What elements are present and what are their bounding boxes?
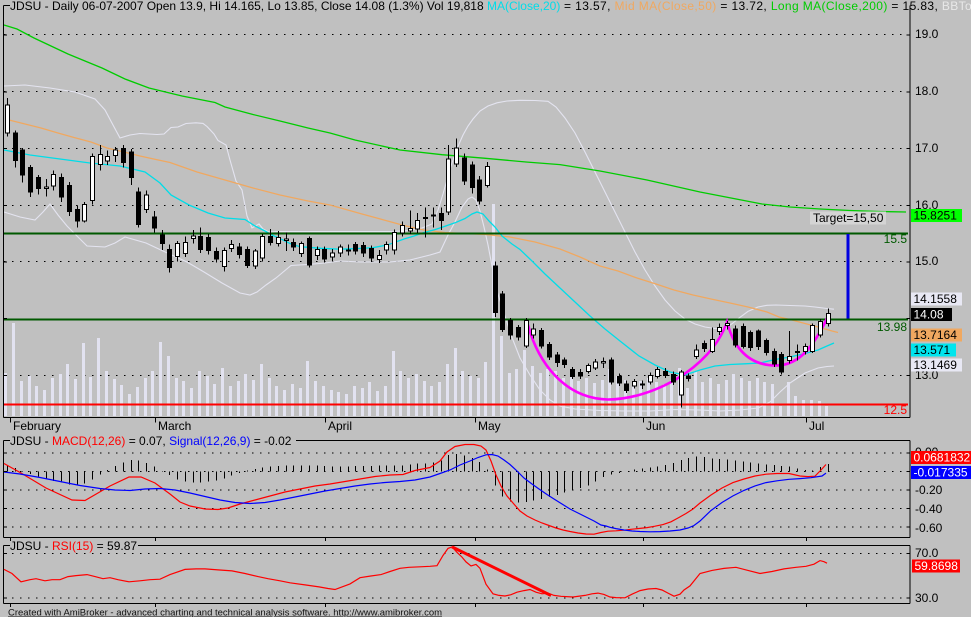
svg-text:JDSU - RSI(15) = 59.87: JDSU - RSI(15) = 59.87 xyxy=(10,539,137,553)
svg-text:19.0: 19.0 xyxy=(915,27,939,41)
svg-text:May: May xyxy=(478,419,501,433)
svg-text:13.571: 13.571 xyxy=(914,343,951,357)
svg-text:JDSU - MACD(12,26) = 0.07, Sig: JDSU - MACD(12,26) = 0.07, Signal(12,26,… xyxy=(10,434,292,448)
svg-text:17.0: 17.0 xyxy=(915,141,939,155)
svg-text:-0.60: -0.60 xyxy=(915,521,943,535)
svg-text:16.0: 16.0 xyxy=(915,198,939,212)
svg-text:Target=15,50: Target=15,50 xyxy=(813,211,884,225)
svg-text:15.0: 15.0 xyxy=(915,254,939,268)
svg-text:12.5: 12.5 xyxy=(884,403,908,417)
svg-text:0.0681832: 0.0681832 xyxy=(914,451,971,465)
svg-text:70.0: 70.0 xyxy=(915,546,939,560)
svg-text:15.8251: 15.8251 xyxy=(914,209,958,223)
svg-text:-0.40: -0.40 xyxy=(915,502,943,516)
svg-text:JDSU - Daily 06-07-2007 Open 1: JDSU - Daily 06-07-2007 Open 13.9, Hi 14… xyxy=(10,0,971,13)
svg-text:13.98: 13.98 xyxy=(877,320,907,334)
svg-text:13.1469: 13.1469 xyxy=(914,358,958,372)
svg-text:-0.017335: -0.017335 xyxy=(914,466,968,480)
svg-text:15.5: 15.5 xyxy=(884,232,908,246)
svg-text:April: April xyxy=(328,419,352,433)
svg-text:14.08: 14.08 xyxy=(914,308,944,322)
svg-text:30.0: 30.0 xyxy=(915,591,939,605)
svg-text:59.8698: 59.8698 xyxy=(915,559,959,573)
svg-text:Jul: Jul xyxy=(809,419,824,433)
svg-text:March: March xyxy=(158,419,191,433)
svg-text:13.7164: 13.7164 xyxy=(914,328,958,342)
svg-text:14.1558: 14.1558 xyxy=(914,292,958,306)
svg-text:-0.20: -0.20 xyxy=(915,483,943,497)
svg-text:18.0: 18.0 xyxy=(915,84,939,98)
svg-text:Created with AmiBroker - advan: Created with AmiBroker - advanced charti… xyxy=(8,608,442,617)
svg-text:February: February xyxy=(13,419,61,433)
svg-text:Jun: Jun xyxy=(646,419,665,433)
